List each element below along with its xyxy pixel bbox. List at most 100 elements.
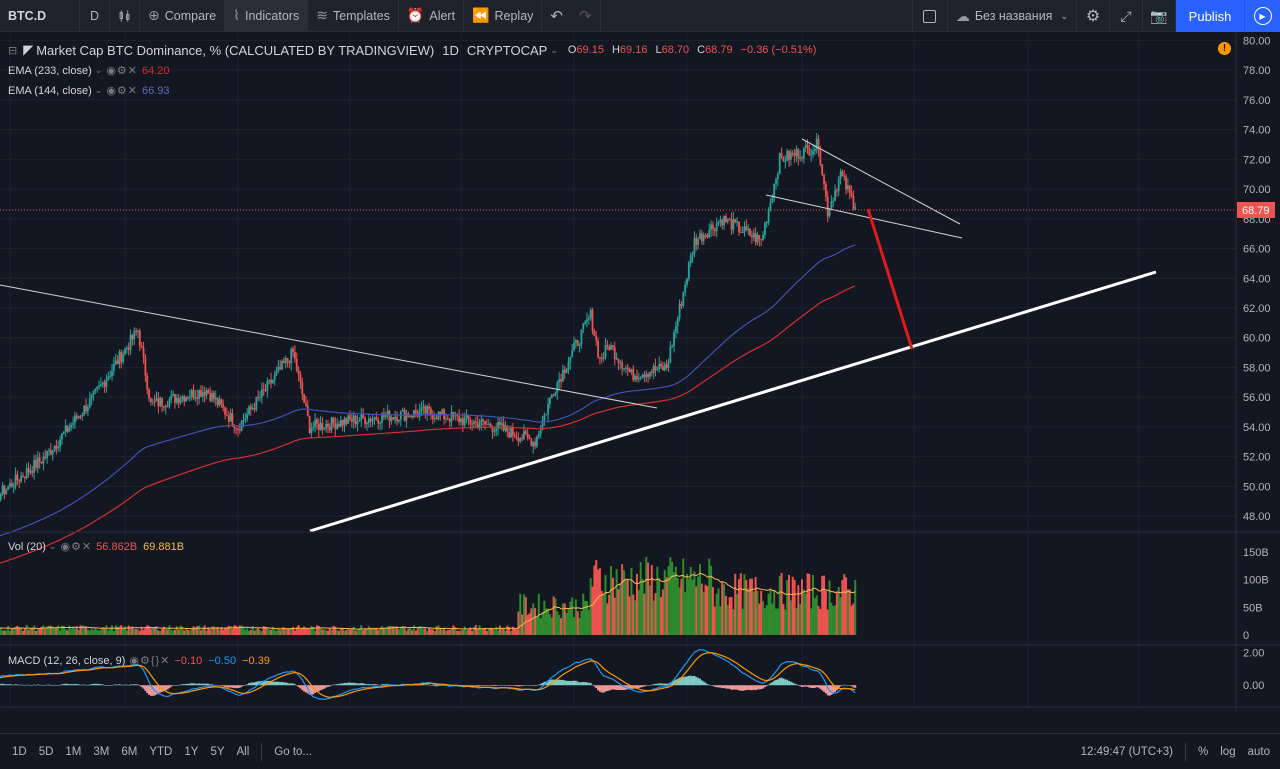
last-price-tag bbox=[1237, 202, 1275, 218]
layout-name-button[interactable]: ☁ Без названия ⌄ bbox=[948, 0, 1077, 32]
chevron-down-icon[interactable]: ⌄ bbox=[550, 44, 558, 55]
downtrend-line[interactable] bbox=[0, 284, 658, 409]
fullscreen-square-button[interactable] bbox=[911, 0, 948, 32]
macd-hist-bar bbox=[273, 681, 276, 686]
candle-body bbox=[42, 456, 45, 464]
volume-bar bbox=[53, 628, 56, 635]
indicator-controls[interactable]: ◉⚙{}✕ bbox=[129, 655, 171, 667]
compare-button[interactable]: ⊕ Compare bbox=[140, 0, 226, 32]
indicator-controls[interactable]: ◉⚙✕ bbox=[106, 85, 138, 97]
candle-body bbox=[667, 362, 670, 368]
candle-body bbox=[290, 348, 293, 364]
volume-bar bbox=[463, 626, 466, 635]
candle-body bbox=[652, 365, 655, 374]
volume-bar bbox=[845, 577, 848, 635]
macd-hist-bar bbox=[40, 685, 43, 686]
candle-body bbox=[517, 438, 520, 442]
auto-toggle[interactable]: auto bbox=[1247, 745, 1270, 758]
chevron-down-icon[interactable]: ⌄ bbox=[94, 65, 103, 75]
macd-hist-bar bbox=[88, 684, 91, 686]
stream-button[interactable]: ▶ bbox=[1244, 0, 1280, 32]
candle-body bbox=[218, 399, 221, 406]
range-6m[interactable]: 6M bbox=[121, 745, 138, 758]
macd-axis[interactable]: 2.00 0.00 bbox=[1243, 647, 1264, 692]
range-1y[interactable]: 1Y bbox=[184, 745, 199, 758]
volume-bar bbox=[741, 608, 744, 635]
volume-bar bbox=[567, 608, 570, 635]
ema144-legend[interactable]: EMA (144, close) ⌄ ◉⚙✕ 66.93 bbox=[8, 84, 170, 98]
alert-button[interactable]: ⏰ Alert bbox=[399, 0, 465, 32]
chevron-down-icon[interactable]: ⌄ bbox=[94, 85, 103, 95]
candle-body bbox=[660, 363, 662, 367]
volume-bar bbox=[109, 627, 112, 635]
candle-body bbox=[72, 423, 74, 425]
candle-body bbox=[310, 428, 313, 433]
volume-bar bbox=[743, 574, 746, 635]
replay-button[interactable]: ⏪ Replay bbox=[464, 0, 543, 32]
candle-body bbox=[53, 445, 56, 452]
chart-style-button[interactable] bbox=[110, 0, 140, 32]
low-label: L bbox=[655, 44, 662, 56]
ema233-legend[interactable]: EMA (233, close) ⌄ ◉⚙✕ 64.20 bbox=[8, 64, 170, 78]
collapse-icon[interactable]: ⊟ bbox=[8, 44, 18, 57]
warning-icon[interactable]: ! bbox=[1218, 42, 1231, 55]
channel-lower-line[interactable] bbox=[765, 194, 963, 239]
indicator-controls[interactable]: ◉⚙✕ bbox=[60, 541, 93, 553]
fullscreen-button[interactable]: ⤢ bbox=[1110, 0, 1143, 32]
support-trend-line[interactable] bbox=[309, 270, 1157, 533]
snapshot-button[interactable]: 📷 bbox=[1143, 0, 1176, 32]
macd-hist-bar bbox=[34, 684, 37, 686]
candle-body bbox=[550, 395, 553, 399]
macd-hist-bar bbox=[44, 685, 47, 686]
macd-legend[interactable]: MACD (12, 26, close, 9) ◉⚙{}✕ −0.10 −0.5… bbox=[8, 654, 270, 668]
macd-hist-bar bbox=[10, 684, 13, 686]
chart-canvas[interactable]: 80.0078.0076.0074.0072.0070.0068.0066.00… bbox=[0, 33, 1280, 711]
candle-body bbox=[504, 425, 507, 431]
price-axis[interactable]: 80.0078.0076.0074.0072.0070.0068.0066.00… bbox=[1243, 35, 1271, 523]
macd-hist-bar bbox=[118, 684, 121, 686]
symbol-search[interactable]: BTC.D bbox=[0, 0, 80, 32]
interval-button[interactable]: D bbox=[80, 0, 110, 32]
candle-body bbox=[148, 389, 150, 399]
candle-body bbox=[87, 407, 89, 412]
indicator-controls[interactable]: ◉⚙✕ bbox=[106, 65, 138, 77]
candle-body bbox=[120, 352, 123, 362]
candle-body bbox=[650, 372, 653, 374]
settings-button[interactable]: ⚙ bbox=[1077, 0, 1110, 32]
undo-button[interactable]: ↶ bbox=[542, 0, 571, 32]
volume-bar bbox=[558, 614, 561, 635]
volume-bar bbox=[249, 629, 252, 635]
macd-hist-bar bbox=[248, 683, 251, 686]
projection-line[interactable] bbox=[866, 208, 914, 350]
volume-bar bbox=[310, 626, 313, 635]
volume-bar bbox=[315, 625, 318, 635]
range-3m[interactable]: 3M bbox=[93, 745, 110, 758]
goto-button[interactable]: Go to... bbox=[274, 745, 313, 758]
volume-axis[interactable]: 150B 100B 50B 0 bbox=[1243, 547, 1269, 642]
candle-body bbox=[839, 171, 842, 179]
publish-button[interactable]: Publish bbox=[1176, 0, 1244, 32]
candle-body bbox=[847, 185, 849, 190]
templates-button[interactable]: ≋ Templates bbox=[308, 0, 399, 32]
volume-bar bbox=[259, 630, 262, 635]
symbol-title[interactable]: Market Cap BTC Dominance, % (CALCULATED … bbox=[36, 42, 435, 58]
chevron-down-icon[interactable]: ⌄ bbox=[48, 541, 57, 551]
range-1m[interactable]: 1M bbox=[65, 745, 82, 758]
volume-bar bbox=[571, 597, 574, 635]
range-ytd[interactable]: YTD bbox=[149, 745, 173, 758]
redo-button[interactable]: ↷ bbox=[571, 0, 601, 32]
volume-bar bbox=[407, 628, 410, 635]
range-all[interactable]: All bbox=[236, 745, 250, 758]
range-1d[interactable]: 1D bbox=[12, 745, 27, 758]
percent-toggle[interactable]: % bbox=[1198, 745, 1209, 758]
log-toggle[interactable]: log bbox=[1220, 745, 1236, 758]
macd-value: −0.50 bbox=[208, 654, 237, 667]
range-5d[interactable]: 5D bbox=[38, 745, 54, 758]
candle-body bbox=[637, 378, 640, 380]
candle-body bbox=[465, 414, 468, 418]
range-5y[interactable]: 5Y bbox=[210, 745, 225, 758]
indicators-button[interactable]: ⌇ Indicators bbox=[225, 0, 309, 32]
clock[interactable]: 12:49:47 (UTC+3) bbox=[1080, 745, 1174, 758]
volume-legend[interactable]: Vol (20) ⌄ ◉⚙✕ 56.862B 69.881B bbox=[8, 540, 184, 554]
macd-hist-bar bbox=[615, 685, 618, 690]
